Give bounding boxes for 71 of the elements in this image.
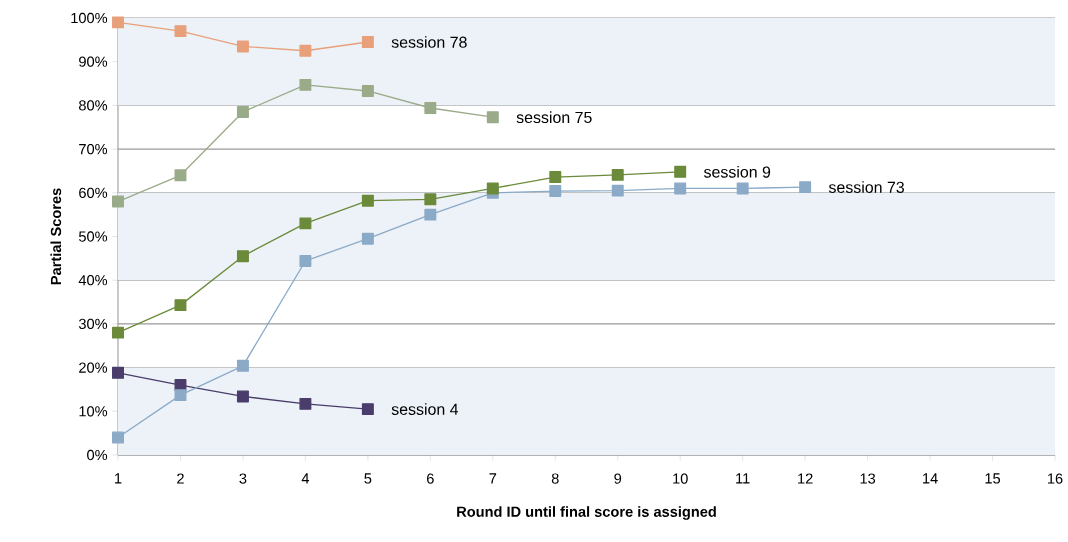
series-label: session 4 xyxy=(391,403,459,415)
series-label: session 75 xyxy=(516,111,592,124)
point xyxy=(424,208,437,221)
x-tick-label: 4 xyxy=(301,473,310,484)
point xyxy=(299,44,312,57)
x-tick-label: 6 xyxy=(427,473,434,484)
y-tick-label: 50% xyxy=(78,231,108,242)
x-tick-label: 5 xyxy=(364,473,372,484)
point xyxy=(236,40,249,53)
point xyxy=(174,299,187,312)
point xyxy=(112,431,124,444)
y-tick-label: 60% xyxy=(79,187,108,198)
point xyxy=(736,182,749,195)
point xyxy=(112,16,124,29)
x-tick-label: 2 xyxy=(177,473,184,484)
series-label: session 78 xyxy=(391,36,467,48)
series-label: session 73 xyxy=(828,181,904,193)
x-tick-label: 15 xyxy=(985,473,1001,484)
point xyxy=(424,102,437,114)
point xyxy=(299,217,312,230)
point xyxy=(549,185,562,198)
point xyxy=(361,232,374,245)
series-label: session 9 xyxy=(704,165,771,178)
y-axis-title: Partial Scores xyxy=(50,188,62,285)
x-tick-label: 9 xyxy=(614,473,622,484)
point xyxy=(361,36,374,49)
point xyxy=(674,165,687,178)
point xyxy=(611,184,624,197)
point xyxy=(549,171,562,184)
point xyxy=(424,193,437,206)
point xyxy=(486,182,499,195)
x-tick-label: 3 xyxy=(239,473,247,484)
x-tick-label: 14 xyxy=(923,473,938,484)
x-tick-label: 8 xyxy=(551,473,559,484)
point xyxy=(299,78,312,91)
point xyxy=(674,182,687,195)
point xyxy=(361,194,374,207)
y-tick-label: 30% xyxy=(78,318,108,330)
point xyxy=(112,366,124,379)
point xyxy=(299,397,312,410)
x-tick-label: 7 xyxy=(489,473,497,484)
point xyxy=(236,390,249,403)
point xyxy=(611,168,624,181)
point xyxy=(236,105,249,118)
y-tick-label: 0% xyxy=(87,449,108,461)
point xyxy=(112,326,124,339)
point xyxy=(361,403,374,416)
x-tick-label: 12 xyxy=(798,473,813,484)
x-tick-label: 11 xyxy=(736,473,750,484)
point xyxy=(799,181,812,194)
point xyxy=(299,254,312,267)
x-tick-label: 13 xyxy=(860,473,876,484)
point xyxy=(174,389,187,402)
y-tick-label: 90% xyxy=(79,56,108,67)
x-tick-label: 16 xyxy=(1047,473,1063,484)
point xyxy=(112,195,124,208)
point xyxy=(174,25,187,38)
y-tick-label: 10% xyxy=(79,406,108,417)
y-tick-label: 80% xyxy=(79,100,108,111)
y-tick-label: 20% xyxy=(79,362,108,373)
point xyxy=(361,84,374,97)
point xyxy=(486,111,499,124)
x-tick-label: 1 xyxy=(115,473,122,484)
point xyxy=(236,359,249,372)
point xyxy=(174,169,187,182)
y-tick-label: 100% xyxy=(71,12,108,24)
x-axis-title: Round ID until final score is assigned xyxy=(457,506,716,520)
y-tick-label: 40% xyxy=(78,275,108,286)
point xyxy=(236,250,249,263)
y-tick-label: 70% xyxy=(79,143,108,155)
x-tick-label: 10 xyxy=(673,473,688,484)
